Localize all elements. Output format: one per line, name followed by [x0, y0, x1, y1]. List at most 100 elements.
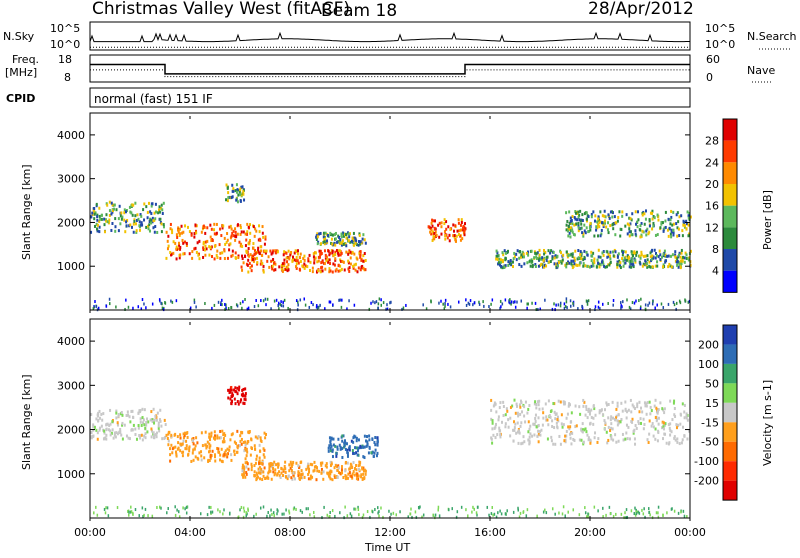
range-time-cell: [292, 257, 295, 261]
range-time-cell: [349, 250, 352, 254]
ground-scatter-cell: [270, 307, 272, 311]
radar-title: Christmas Valley West (fitACF): [92, 0, 350, 19]
range-time-cell: [177, 247, 180, 251]
ground-scatter-cell: [170, 299, 172, 303]
range-time-cell: [590, 259, 593, 263]
range-time-cell: [120, 433, 123, 437]
ground-scatter-cell: [272, 511, 275, 515]
range-time-cell: [263, 466, 266, 470]
range-time-cell: [209, 245, 212, 249]
range-time-cell: [628, 265, 631, 269]
ground-scatter-cell: [116, 506, 119, 510]
range-time-cell: [299, 252, 302, 256]
range-time-cell: [627, 408, 630, 412]
range-time-cell: [266, 259, 269, 263]
range-time-cell: [280, 263, 283, 267]
range-time-cell: [596, 220, 599, 224]
range-time-cell: [241, 466, 244, 470]
range-time-cell: [107, 428, 110, 432]
range-time-cell: [283, 464, 286, 468]
ground-scatter-cell: [401, 307, 403, 311]
ground-scatter-cell: [377, 506, 379, 510]
range-time-cell: [246, 450, 249, 454]
range-time-cell: [583, 212, 586, 216]
range-time-cell: [463, 228, 466, 232]
range-time-cell: [527, 438, 530, 442]
range-time-cell: [319, 249, 322, 253]
range-time-cell: [541, 423, 544, 427]
range-time-cell: [519, 399, 522, 403]
range-time-cell: [283, 250, 286, 254]
range-time-cell: [650, 249, 653, 253]
range-time-cell: [559, 400, 562, 404]
range-time-cell: [329, 443, 332, 447]
ground-scatter-cell: [108, 297, 111, 301]
range-time-cell: [616, 419, 619, 423]
range-time-cell: [233, 388, 236, 392]
range-time-cell: [362, 466, 365, 470]
ground-scatter-cell: [558, 511, 560, 515]
range-time-cell: [294, 259, 297, 263]
range-time-cell: [616, 263, 619, 267]
range-time-cell: [497, 418, 500, 422]
ground-scatter-cell: [259, 506, 262, 510]
range-time-cell: [251, 254, 254, 258]
velocity-frame: [89, 318, 691, 519]
range-time-cell: [234, 189, 237, 193]
range-time-cell: [130, 225, 133, 229]
range-time-cell: [501, 258, 504, 262]
range-time-cell: [514, 411, 517, 415]
range-time-cell: [307, 462, 310, 466]
colorbar-tick-label: 20: [705, 178, 719, 191]
range-time-cell: [331, 270, 334, 274]
ground-scatter-cell: [240, 505, 243, 509]
range-time-cell: [592, 405, 595, 409]
range-time-cell: [568, 227, 571, 231]
range-time-cell: [536, 251, 539, 255]
range-time-cell: [348, 445, 351, 449]
range-time-cell: [671, 253, 674, 257]
range-time-cell: [630, 250, 633, 254]
range-time-cell: [573, 216, 576, 220]
ground-scatter-cell: [504, 512, 507, 516]
range-time-cell: [520, 253, 523, 257]
range-time-cell: [208, 459, 211, 463]
range-time-cell: [344, 232, 347, 236]
range-time-cell: [331, 249, 334, 253]
range-time-cell: [649, 412, 652, 416]
range-time-cell: [202, 255, 205, 259]
range-time-cell: [572, 437, 575, 441]
range-time-cell: [683, 225, 686, 229]
ground-scatter-cell: [368, 307, 371, 311]
range-time-cell: [155, 435, 158, 439]
range-time-cell: [545, 264, 548, 268]
range-time-cell: [92, 423, 95, 427]
range-time-cell: [675, 426, 678, 430]
range-time-cell: [334, 258, 337, 262]
range-time-cell: [361, 237, 364, 241]
range-time-cell: [358, 240, 361, 244]
range-time-cell: [103, 217, 106, 221]
range-time-cell: [312, 252, 315, 256]
range-time-cell: [172, 251, 175, 255]
range-time-cell: [341, 239, 344, 243]
ground-scatter-cell: [509, 298, 511, 302]
range-time-cell: [516, 411, 519, 415]
range-time-cell: [430, 227, 433, 231]
range-time-cell: [592, 210, 595, 214]
colorbar-tick-label: 28: [705, 135, 719, 148]
range-time-cell: [134, 214, 137, 218]
range-time-cell: [579, 219, 582, 223]
range-time-cell: [102, 412, 105, 416]
range-time-cell: [603, 209, 606, 213]
range-time-cell: [376, 440, 379, 444]
range-time-cell: [126, 410, 129, 414]
ground-scatter-cell: [235, 303, 238, 307]
range-time-cell: [567, 254, 570, 258]
range-time-cell: [307, 472, 310, 476]
range-time-cell: [299, 260, 302, 264]
colorbar-tick-label: 15: [705, 397, 719, 410]
range-time-cell: [610, 415, 613, 419]
range-time-cell: [535, 252, 538, 256]
